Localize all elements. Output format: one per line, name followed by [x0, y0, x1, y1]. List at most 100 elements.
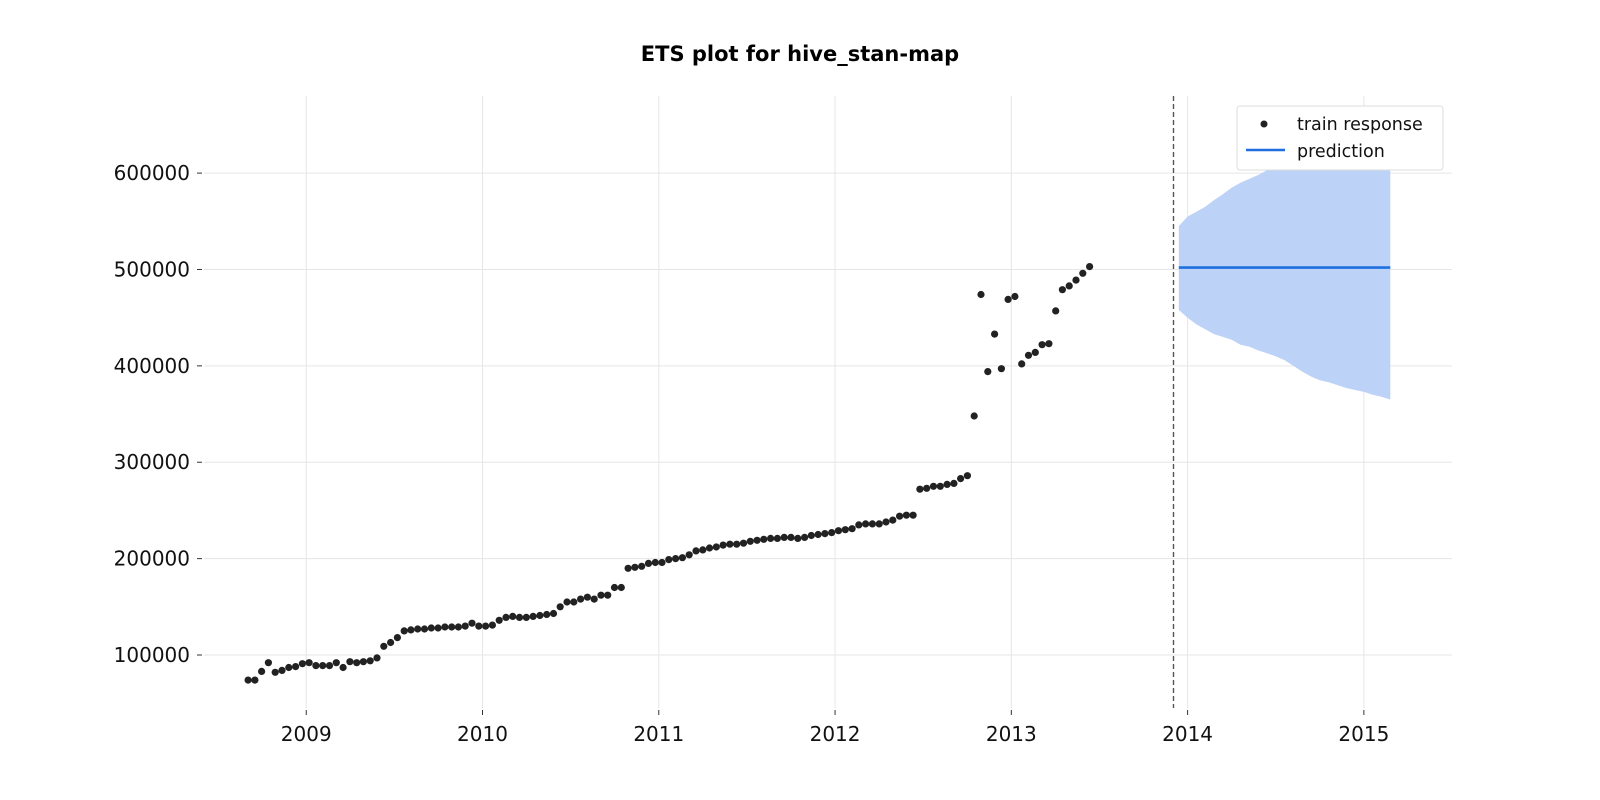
train-response-point	[400, 627, 408, 635]
train-response-point	[739, 539, 748, 547]
train-response-point	[577, 595, 585, 603]
train-response-point	[414, 625, 422, 633]
legend-prediction-label: prediction	[1297, 142, 1385, 162]
train-response-point	[991, 330, 999, 338]
train-response-point	[461, 622, 469, 630]
train-response-point	[767, 534, 775, 543]
y-tick-label: 400000	[114, 354, 190, 378]
y-tick-label: 200000	[114, 547, 190, 571]
train-response-point	[773, 534, 782, 543]
train-response-point	[604, 591, 612, 599]
y-tick-label: 600000	[114, 161, 190, 185]
train-response-point	[285, 663, 293, 672]
legend-box	[1236, 105, 1444, 171]
y-tick-label: 500000	[114, 257, 190, 281]
train-response-point	[543, 610, 551, 619]
train-response-point	[997, 365, 1006, 373]
x-axis: 2009 2010 2011 2012 2013 2014 2015	[281, 710, 1389, 746]
train-response-point	[658, 558, 666, 567]
train-response-point	[387, 638, 395, 647]
train-response-point	[549, 609, 558, 618]
x-tick-label: 2013	[986, 722, 1037, 746]
x-tick-label: 2010	[457, 722, 508, 746]
train-response-point	[841, 526, 849, 534]
train-response-point	[495, 616, 503, 624]
train-response-point	[726, 540, 734, 548]
train-response-point	[244, 676, 252, 684]
gridlines	[204, 96, 1452, 708]
train-response-point	[862, 520, 870, 528]
train-response-point	[957, 475, 965, 483]
y-tick-label: 300000	[114, 450, 190, 474]
train-response-point	[923, 484, 931, 492]
train-response-point	[292, 663, 300, 671]
train-response-point	[482, 622, 490, 630]
train-response-point	[1058, 286, 1066, 294]
train-response-point	[943, 480, 951, 488]
train-response-point	[522, 613, 530, 622]
train-response-point	[298, 660, 306, 668]
train-response-point	[787, 533, 795, 542]
train-response-point	[570, 598, 578, 606]
train-response-point	[468, 619, 476, 627]
train-response-point	[902, 511, 911, 519]
train-response-point	[672, 555, 680, 563]
train-response-point	[251, 676, 259, 684]
legend: train response prediction	[1236, 105, 1444, 171]
train-response-point	[678, 554, 687, 562]
x-tick-label: 2012	[810, 722, 861, 746]
train-response-point	[1045, 340, 1053, 348]
train-response-point	[610, 583, 619, 592]
train-response-point	[529, 612, 537, 621]
train-response-point	[889, 516, 897, 524]
train-response-point	[685, 551, 693, 559]
train-response-point	[929, 482, 938, 490]
train-response-point	[963, 472, 972, 480]
train-response-point	[733, 540, 741, 548]
train-response-point	[1004, 295, 1012, 303]
train-response-point	[624, 564, 632, 572]
train-response-point	[515, 613, 524, 622]
x-tick-label: 2009	[281, 722, 332, 746]
train-response-point	[801, 533, 809, 542]
train-response-point	[1038, 341, 1046, 349]
train-response-point	[454, 623, 462, 631]
train-response-point	[821, 530, 829, 538]
train-response-point	[638, 562, 646, 570]
train-response-point	[1086, 263, 1094, 271]
train-response-point	[746, 537, 754, 545]
x-tick-label: 2015	[1338, 722, 1389, 746]
train-response-point	[597, 591, 605, 599]
train-response-point	[264, 659, 272, 667]
train-response-point	[1018, 360, 1026, 368]
train-response-point	[848, 525, 856, 533]
train-response-point	[699, 546, 707, 554]
train-response-point	[753, 536, 761, 544]
train-response-point	[475, 622, 483, 630]
train-response-point	[1024, 351, 1033, 359]
train-response-point	[855, 521, 863, 529]
train-response-point	[563, 598, 571, 606]
train-response-point	[346, 658, 354, 666]
chart-title: ETS plot for hive_stan-map	[641, 42, 959, 66]
train-response-point	[332, 659, 340, 667]
prediction-interval-band	[1178, 127, 1391, 400]
legend-train-marker	[1260, 120, 1268, 128]
train-response-point	[536, 611, 544, 620]
train-response-point	[977, 290, 985, 299]
train-response-point	[651, 558, 659, 567]
train-response-point	[760, 535, 768, 543]
train-response-point	[1079, 269, 1087, 277]
train-response-point	[1052, 307, 1060, 315]
train-response-point	[712, 543, 720, 551]
train-response-point	[1072, 276, 1080, 284]
train-response-point	[448, 623, 456, 631]
train-response-point	[794, 534, 802, 543]
train-response-point	[583, 593, 592, 601]
train-response-point	[319, 662, 327, 670]
train-response-point	[1031, 348, 1039, 356]
train-response-point	[916, 485, 924, 493]
y-tick-label: 100000	[114, 643, 190, 667]
legend-train-label: train response	[1297, 115, 1423, 135]
